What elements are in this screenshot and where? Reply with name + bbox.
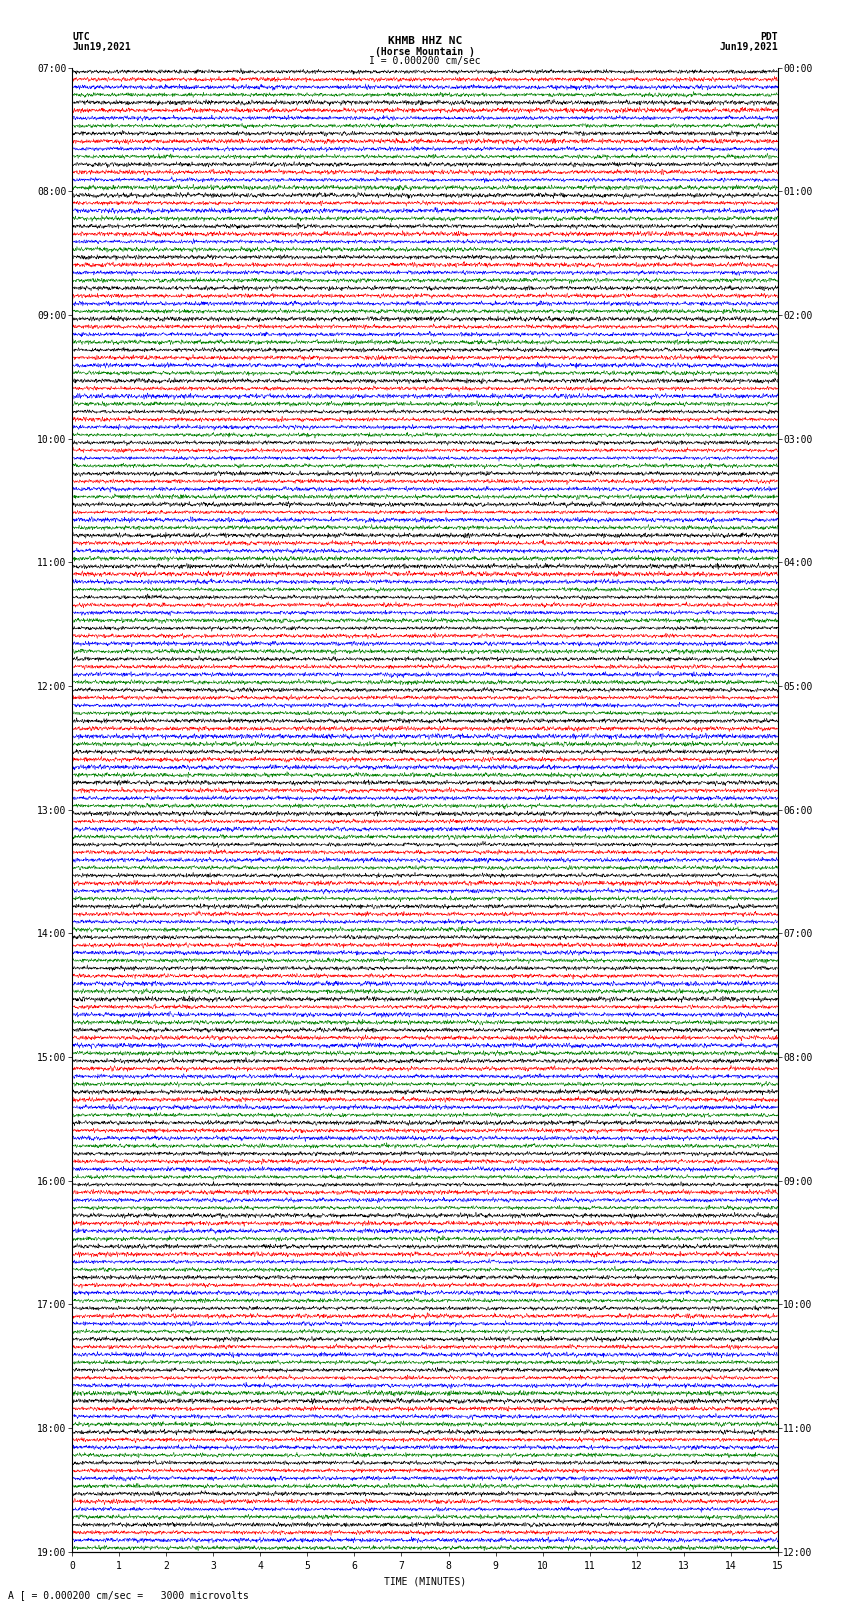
Text: A [ = 0.000200 cm/sec =   3000 microvolts: A [ = 0.000200 cm/sec = 3000 microvolts <box>8 1590 249 1600</box>
X-axis label: TIME (MINUTES): TIME (MINUTES) <box>384 1576 466 1586</box>
Text: (Horse Mountain ): (Horse Mountain ) <box>375 47 475 58</box>
Text: UTC: UTC <box>72 32 90 42</box>
Text: Jun19,2021: Jun19,2021 <box>72 42 131 52</box>
Text: PDT: PDT <box>760 32 778 42</box>
Text: I = 0.000200 cm/sec: I = 0.000200 cm/sec <box>369 56 481 66</box>
Text: Jun19,2021: Jun19,2021 <box>719 42 778 52</box>
Text: KHMB HHZ NC: KHMB HHZ NC <box>388 35 462 45</box>
